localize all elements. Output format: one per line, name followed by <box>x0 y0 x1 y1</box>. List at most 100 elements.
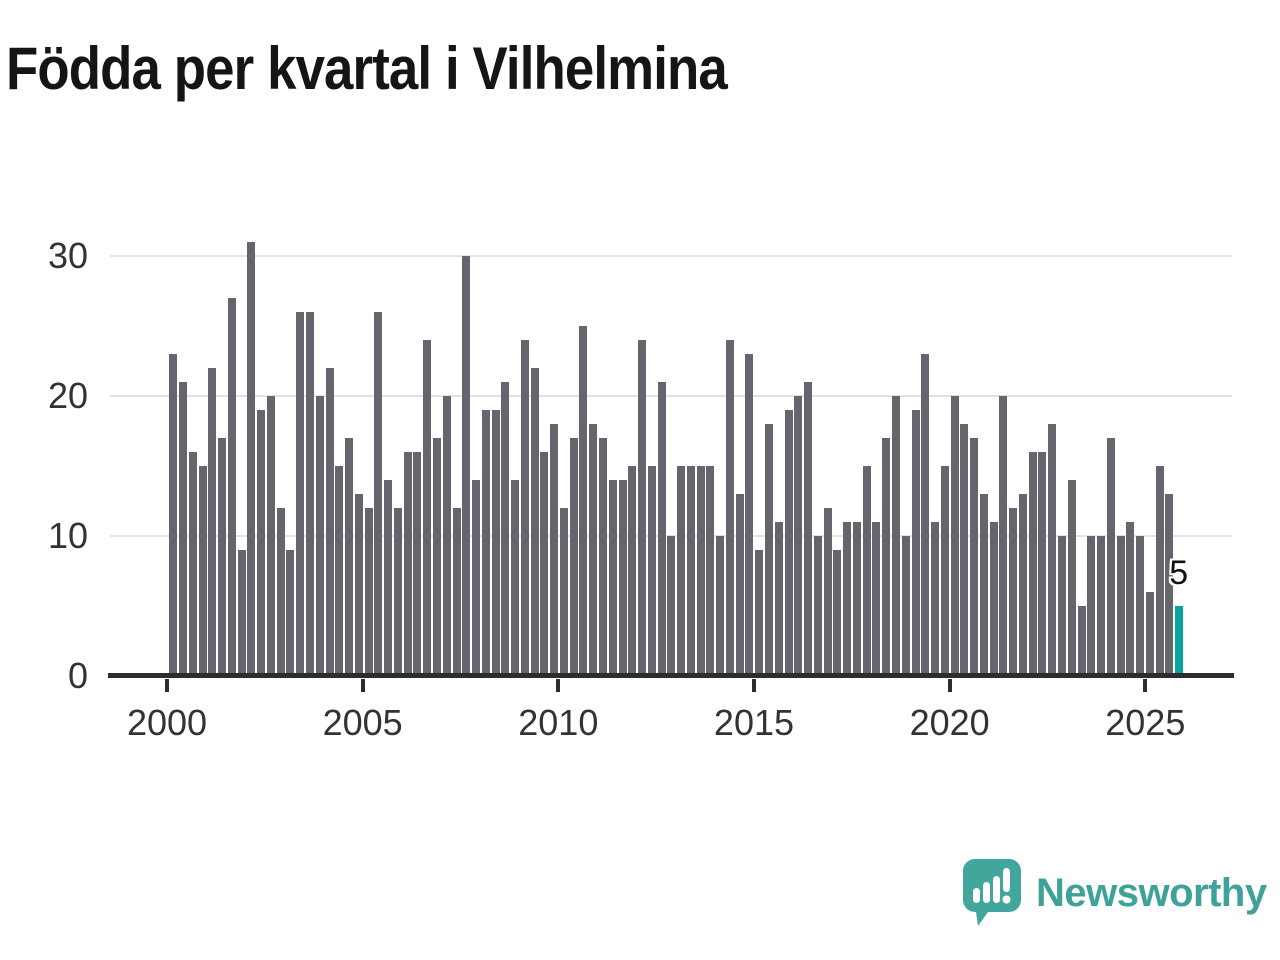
bar <box>657 382 666 676</box>
bar <box>745 354 754 676</box>
bar <box>1018 494 1027 676</box>
bar <box>716 536 725 676</box>
bar <box>765 424 774 676</box>
bar <box>462 256 471 676</box>
bar <box>550 424 559 676</box>
bar <box>393 508 402 676</box>
bar <box>354 494 363 676</box>
bar <box>872 522 881 676</box>
bar <box>374 312 383 676</box>
bar <box>188 452 197 676</box>
bar <box>520 340 529 676</box>
bar <box>931 522 940 676</box>
x-tick-2025 <box>1143 679 1148 692</box>
x-tick-2015 <box>751 679 756 692</box>
bar <box>696 466 705 676</box>
bar <box>960 424 969 676</box>
gridline-20 <box>110 395 1232 397</box>
bar <box>647 466 656 676</box>
bar <box>276 508 285 676</box>
bar <box>569 438 578 676</box>
bar <box>979 494 988 676</box>
bar <box>735 494 744 676</box>
bar <box>296 312 305 676</box>
bar <box>1087 536 1096 676</box>
x-tick-label-2020: 2020 <box>909 702 990 743</box>
bar <box>970 438 979 676</box>
bar <box>628 466 637 676</box>
bar <box>306 312 315 676</box>
bar <box>608 480 617 676</box>
x-tick-label-2025: 2025 <box>1105 702 1186 743</box>
x-tick-2010 <box>556 679 561 692</box>
bar <box>667 536 676 676</box>
bar <box>169 354 178 676</box>
bar <box>901 536 910 676</box>
bar <box>1165 494 1174 676</box>
newsworthy-bubble-icon <box>963 859 1021 926</box>
bar <box>266 396 275 676</box>
bar <box>833 550 842 676</box>
bar <box>823 508 832 676</box>
bar <box>1145 592 1154 676</box>
bar <box>1009 508 1018 676</box>
bar <box>1038 452 1047 676</box>
bar <box>686 466 695 676</box>
bar <box>511 480 520 676</box>
x-axis-line <box>108 673 1234 678</box>
bar <box>1097 536 1106 676</box>
bar <box>345 438 354 676</box>
bar <box>774 522 783 676</box>
bar <box>950 396 959 676</box>
bar-highlighted <box>1175 606 1184 676</box>
bar <box>921 354 930 676</box>
bar <box>784 410 793 676</box>
bar <box>1106 438 1115 676</box>
bar <box>862 466 871 676</box>
bar <box>559 508 568 676</box>
bar <box>599 438 607 676</box>
plot-area: 5 <box>108 236 1234 678</box>
x-tick-2005 <box>360 679 365 692</box>
gridline-30 <box>110 255 1232 257</box>
bar <box>638 340 647 676</box>
bar <box>530 368 539 676</box>
x-tick-label-2005: 2005 <box>322 702 403 743</box>
bar <box>325 368 334 676</box>
newsworthy-logo: Newsworthy <box>962 858 1267 928</box>
bar <box>891 396 900 676</box>
x-tick-2000 <box>165 679 169 692</box>
last-value-annotation: 5 <box>1169 554 1189 592</box>
bar <box>227 298 236 676</box>
bar <box>1048 424 1057 676</box>
bar <box>911 410 920 676</box>
bar <box>940 466 949 676</box>
bar <box>315 396 324 676</box>
bar <box>540 452 549 676</box>
bar <box>432 438 441 676</box>
bar <box>882 438 891 676</box>
bar <box>804 382 813 676</box>
x-tick-2020 <box>947 679 952 692</box>
bar <box>1155 466 1164 676</box>
bar <box>813 536 822 676</box>
bar <box>755 550 764 676</box>
bar <box>1058 536 1066 676</box>
bar <box>1136 536 1145 676</box>
x-tick-label-2010: 2010 <box>518 702 599 743</box>
bar <box>257 410 266 676</box>
bar <box>403 452 412 676</box>
bar <box>1028 452 1037 676</box>
bar <box>364 508 373 676</box>
bar <box>843 522 852 676</box>
y-tick-label-20: 20 <box>47 375 88 416</box>
x-tick-label-2000: 2000 <box>126 702 208 743</box>
bar <box>481 410 490 676</box>
bar <box>335 466 344 676</box>
bar <box>989 522 998 676</box>
bar <box>706 466 715 676</box>
bar <box>491 410 500 676</box>
bar <box>579 326 588 676</box>
bar <box>589 424 598 676</box>
